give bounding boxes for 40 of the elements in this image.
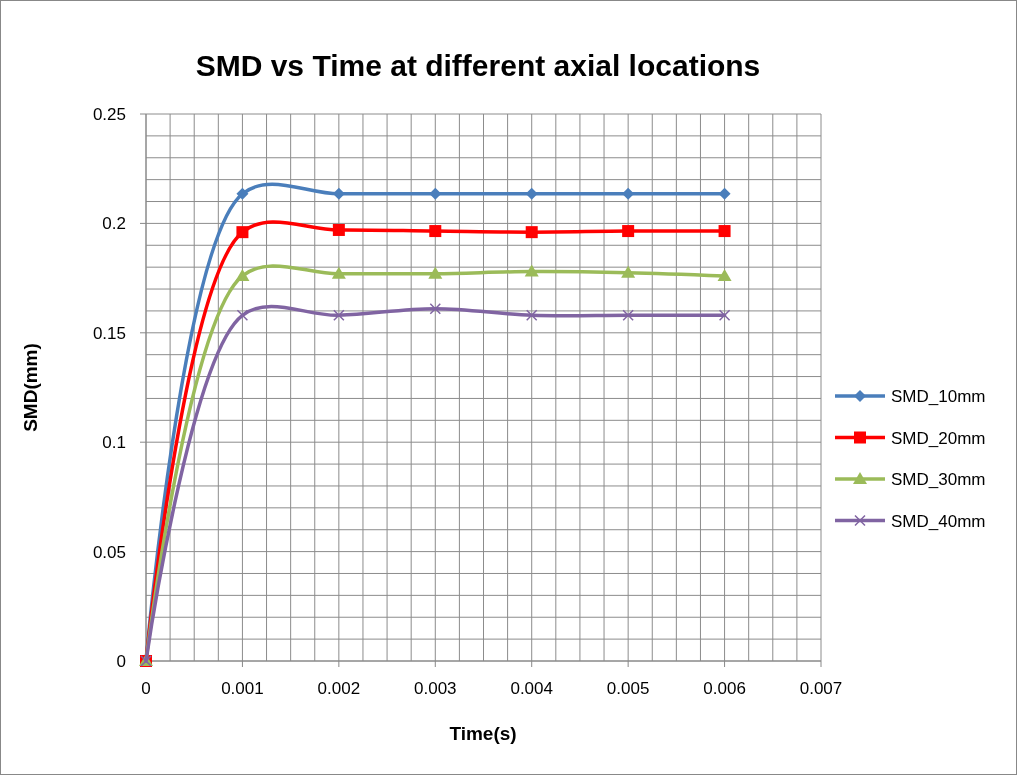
legend-label: SMD_40mm [891, 511, 986, 531]
y-tick-label: 0.2 [102, 214, 126, 234]
point [331, 266, 346, 279]
x-axis-title: Time(s) [449, 723, 517, 744]
legend-label: SMD_10mm [891, 387, 986, 406]
point [717, 268, 732, 281]
y-axis-title: SMD(mm) [20, 343, 41, 432]
legend-label: SMD_20mm [891, 428, 986, 448]
point [236, 187, 249, 200]
x-tick-label: 0.004 [510, 679, 553, 698]
x-tick-label: 0.007 [799, 679, 843, 698]
y-tick-label: 0.1 [102, 433, 126, 453]
point [525, 226, 538, 239]
point [621, 265, 636, 278]
point [332, 223, 345, 236]
x-tick-label: 0.005 [606, 679, 650, 698]
point [428, 266, 443, 279]
point [333, 309, 345, 322]
point [235, 268, 250, 281]
x-tick-label: 0.002 [317, 679, 361, 698]
x-tick-label: 0.006 [703, 679, 746, 698]
y-tick-label: 0.15 [92, 323, 126, 343]
point [524, 264, 539, 277]
point [622, 309, 634, 322]
point [236, 309, 249, 322]
x-tick-label: 0.003 [414, 679, 457, 698]
x-tick-label: 0.001 [221, 679, 264, 698]
point [236, 226, 249, 239]
point [429, 225, 442, 238]
chart-title: SMD vs Time at different axial locations [195, 49, 761, 82]
point [718, 309, 731, 322]
x-tick-label: 0 [141, 679, 151, 698]
y-tick-label: 0.05 [92, 542, 126, 562]
y-tick-label: 0 [116, 652, 126, 671]
legend-label: SMD_30mm [891, 470, 986, 489]
point [429, 302, 442, 315]
point [718, 225, 731, 238]
y-tick-label: 0.25 [92, 105, 126, 124]
point [622, 225, 635, 238]
point [525, 309, 538, 322]
